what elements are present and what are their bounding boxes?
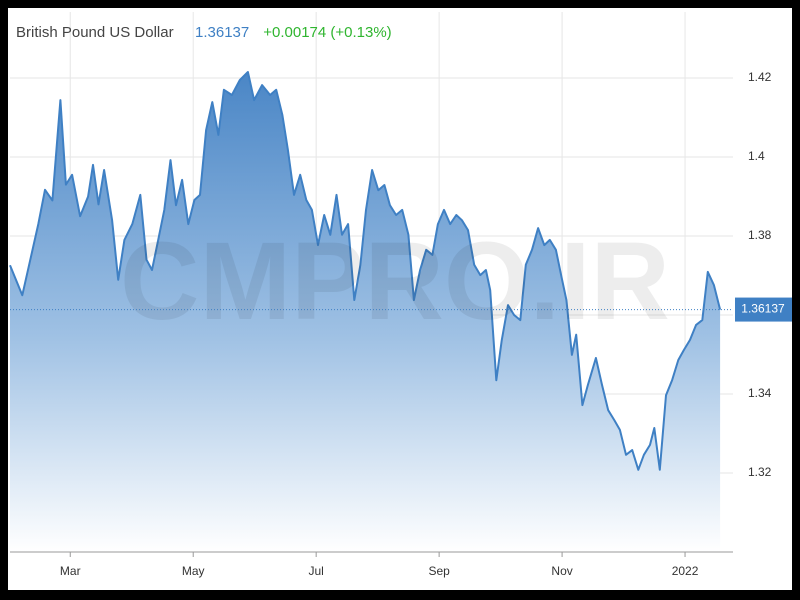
series-line <box>9 71 722 471</box>
watermark: CMPRO.IR <box>120 220 670 343</box>
area-fill <box>10 72 721 552</box>
x-tick-label: Mar <box>60 564 81 578</box>
y-tick-label: 1.42 <box>748 70 772 84</box>
y-tick-label: 1.4 <box>748 149 765 163</box>
header-price: 1.36137 <box>195 24 249 41</box>
x-tick-label: Nov <box>551 564 572 578</box>
x-tick-label: 2022 <box>672 564 699 578</box>
y-tick-label: 1.34 <box>748 386 772 400</box>
header-change: +0.00174 (+0.13%) <box>263 24 391 41</box>
x-tick-label: Sep <box>428 564 450 578</box>
x-tick-label: Jul <box>308 564 323 578</box>
price-tag <box>735 297 792 322</box>
y-tick-label: 1.38 <box>748 228 772 242</box>
x-tick-label: May <box>182 564 205 578</box>
chart-title: British Pound US Dollar <box>16 24 174 41</box>
price-tag-label: 1.36137 <box>741 302 785 316</box>
y-tick-label: 1.32 <box>748 465 772 479</box>
